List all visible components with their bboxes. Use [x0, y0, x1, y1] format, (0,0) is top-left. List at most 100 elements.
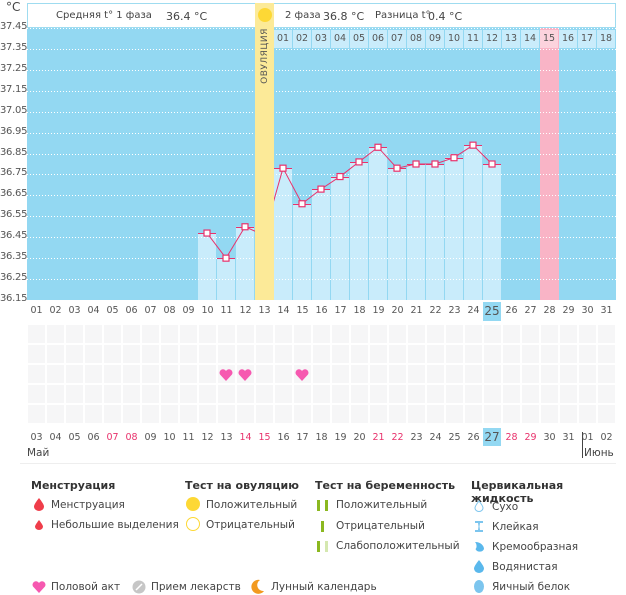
x-tick-label[interactable]: 31: [600, 305, 613, 316]
calendar-cell[interactable]: [256, 385, 273, 403]
calendar-cell[interactable]: [218, 325, 235, 343]
x-tick-label[interactable]: 10: [201, 305, 214, 316]
calendar-cell[interactable]: [370, 325, 387, 343]
calendar-cell[interactable]: [579, 365, 596, 383]
x-tick-label[interactable]: 14: [277, 305, 290, 316]
x-tick-label[interactable]: 04: [87, 305, 100, 316]
x-tick-label[interactable]: 11: [220, 305, 233, 316]
calendar-cell[interactable]: [104, 385, 121, 403]
calendar-cell[interactable]: [142, 325, 159, 343]
calendar-cell[interactable]: [503, 325, 520, 343]
calendar-cell[interactable]: [161, 325, 178, 343]
x-tick-label[interactable]: 26: [505, 305, 518, 316]
calendar-cell[interactable]: [47, 405, 64, 423]
calendar-cell[interactable]: [446, 325, 463, 343]
calendar-cell[interactable]: [218, 385, 235, 403]
calendar-cell[interactable]: [123, 405, 140, 423]
x-tick-label[interactable]: 01: [30, 305, 43, 316]
calendar-cell[interactable]: [237, 405, 254, 423]
intercourse-heart-icon[interactable]: [238, 369, 252, 381]
calendar-cell[interactable]: [465, 405, 482, 423]
calendar-cell[interactable]: [104, 345, 121, 363]
x-tick-label[interactable]: 15: [296, 305, 309, 316]
calendar-cell[interactable]: [275, 345, 292, 363]
calendar-cell[interactable]: [237, 325, 254, 343]
calendar-cell[interactable]: [522, 405, 539, 423]
calendar-cell[interactable]: [598, 345, 615, 363]
calendar-cell[interactable]: [389, 325, 406, 343]
calendar-cell[interactable]: [180, 385, 197, 403]
calendar-cell[interactable]: [161, 405, 178, 423]
calendar-cell[interactable]: [294, 345, 311, 363]
calendar-cell[interactable]: [503, 365, 520, 383]
calendar-cell[interactable]: [522, 345, 539, 363]
calendar-date-label[interactable]: 21: [372, 432, 385, 443]
calendar-cell[interactable]: [427, 405, 444, 423]
calendar-date-label[interactable]: 09: [144, 432, 157, 443]
calendar-date-label[interactable]: 28: [505, 432, 518, 443]
calendar-cell[interactable]: [522, 325, 539, 343]
calendar-cell[interactable]: [199, 365, 216, 383]
calendar-cell[interactable]: [28, 345, 45, 363]
calendar-date-label[interactable]: 25: [448, 432, 461, 443]
calendar-cell[interactable]: [47, 345, 64, 363]
calendar-cell[interactable]: [123, 325, 140, 343]
calendar-cell[interactable]: [351, 365, 368, 383]
calendar-cell[interactable]: [389, 385, 406, 403]
calendar-cell[interactable]: [66, 325, 83, 343]
x-tick-label[interactable]: 09: [182, 305, 195, 316]
calendar-cell[interactable]: [142, 385, 159, 403]
x-tick-label[interactable]: 21: [410, 305, 423, 316]
calendar-cell[interactable]: [218, 405, 235, 423]
calendar-cell[interactable]: [332, 405, 349, 423]
calendar-cell[interactable]: [598, 405, 615, 423]
x-tick-label[interactable]: 22: [429, 305, 442, 316]
calendar-cell[interactable]: [389, 405, 406, 423]
calendar-cell[interactable]: [541, 385, 558, 403]
calendar-cell[interactable]: [598, 385, 615, 403]
calendar-cell[interactable]: [503, 405, 520, 423]
calendar-cell[interactable]: [560, 385, 577, 403]
calendar-cell[interactable]: [28, 365, 45, 383]
calendar-cell[interactable]: [313, 325, 330, 343]
x-tick-label[interactable]: 07: [144, 305, 157, 316]
calendar-cell[interactable]: [484, 345, 501, 363]
x-tick-label[interactable]: 30: [581, 305, 594, 316]
calendar-cell[interactable]: [484, 385, 501, 403]
calendar-cell[interactable]: [161, 385, 178, 403]
calendar-date-label[interactable]: 06: [87, 432, 100, 443]
calendar-date-label[interactable]: 03: [30, 432, 43, 443]
calendar-cell[interactable]: [427, 345, 444, 363]
x-tick-label[interactable]: 18: [353, 305, 366, 316]
calendar-cell[interactable]: [484, 325, 501, 343]
calendar-cell[interactable]: [28, 325, 45, 343]
calendar-cell[interactable]: [522, 385, 539, 403]
calendar-date-label[interactable]: 05: [68, 432, 81, 443]
calendar-cell[interactable]: [142, 345, 159, 363]
calendar-cell[interactable]: [408, 385, 425, 403]
calendar-date-label[interactable]: 31: [562, 432, 575, 443]
calendar-cell[interactable]: [370, 385, 387, 403]
calendar-cell[interactable]: [199, 345, 216, 363]
calendar-date-label[interactable]: 07: [106, 432, 119, 443]
calendar-cell[interactable]: [28, 385, 45, 403]
calendar-cell[interactable]: [332, 365, 349, 383]
calendar-cell[interactable]: [560, 345, 577, 363]
calendar-cell[interactable]: [199, 325, 216, 343]
calendar-cell[interactable]: [541, 365, 558, 383]
calendar-cell[interactable]: [66, 345, 83, 363]
calendar-date-label[interactable]: 08: [125, 432, 138, 443]
calendar-cell[interactable]: [522, 365, 539, 383]
calendar-cell[interactable]: [294, 405, 311, 423]
calendar-cell[interactable]: [446, 345, 463, 363]
calendar-date-label[interactable]: 26: [467, 432, 480, 443]
calendar-cell[interactable]: [389, 365, 406, 383]
calendar-cell[interactable]: [332, 325, 349, 343]
calendar-cell[interactable]: [123, 385, 140, 403]
calendar-cell[interactable]: [579, 325, 596, 343]
calendar-cell[interactable]: [85, 365, 102, 383]
calendar-cell[interactable]: [66, 365, 83, 383]
calendar-date-label[interactable]: 30: [543, 432, 556, 443]
x-tick-label[interactable]: 23: [448, 305, 461, 316]
calendar-cell[interactable]: [66, 405, 83, 423]
